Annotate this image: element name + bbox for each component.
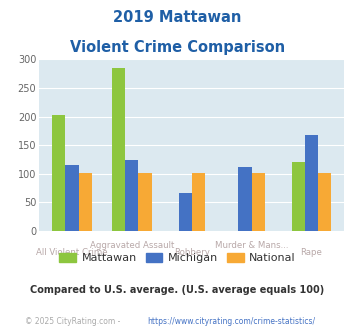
Text: Rape: Rape: [300, 248, 322, 257]
Text: Murder & Mans...: Murder & Mans...: [215, 241, 288, 250]
Legend: Mattawan, Michigan, National: Mattawan, Michigan, National: [55, 248, 300, 267]
Bar: [305, 135, 318, 231]
Text: All Violent Crime: All Violent Crime: [36, 248, 108, 257]
Text: 2019 Mattawan: 2019 Mattawan: [113, 10, 242, 25]
Bar: [179, 193, 192, 231]
Bar: [125, 160, 138, 231]
Bar: [65, 165, 78, 231]
Bar: [292, 162, 305, 231]
Bar: [52, 115, 65, 231]
Text: Aggravated Assault: Aggravated Assault: [90, 241, 174, 250]
Text: https://www.cityrating.com/crime-statistics/: https://www.cityrating.com/crime-statist…: [147, 317, 316, 326]
Bar: [138, 173, 152, 231]
Bar: [239, 167, 252, 231]
Text: Compared to U.S. average. (U.S. average equals 100): Compared to U.S. average. (U.S. average …: [31, 285, 324, 295]
Bar: [112, 68, 125, 231]
Bar: [252, 173, 265, 231]
Bar: [78, 173, 92, 231]
Bar: [318, 173, 331, 231]
Text: © 2025 CityRating.com -: © 2025 CityRating.com -: [25, 317, 122, 326]
Text: Robbery: Robbery: [174, 248, 210, 257]
Bar: [192, 173, 205, 231]
Text: Violent Crime Comparison: Violent Crime Comparison: [70, 40, 285, 54]
